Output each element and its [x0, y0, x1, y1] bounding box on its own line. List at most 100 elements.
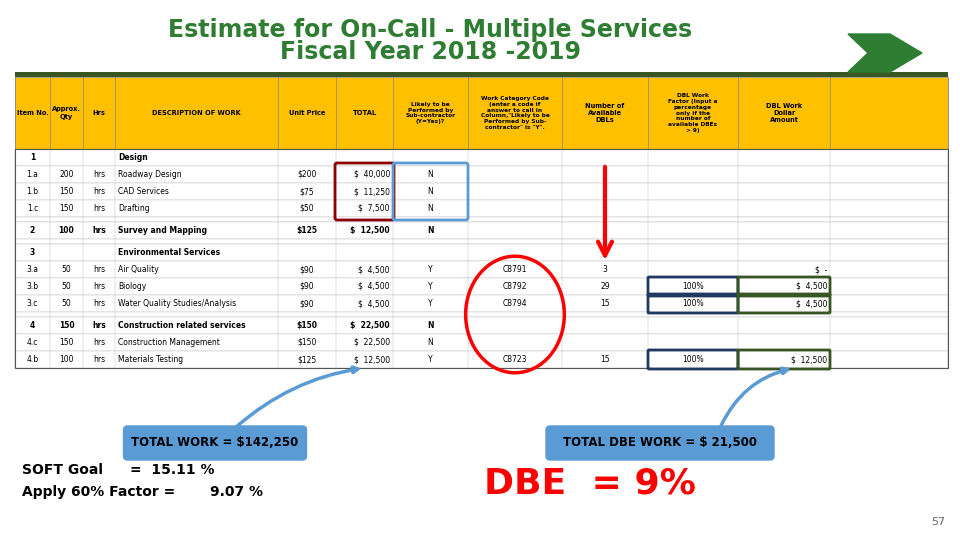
Text: $  4,500: $ 4,500 [796, 282, 827, 291]
Text: 15: 15 [600, 355, 610, 364]
Text: N: N [427, 187, 433, 196]
Text: N: N [427, 338, 433, 347]
Text: TOTAL DBE WORK = $ 21,500: TOTAL DBE WORK = $ 21,500 [563, 436, 757, 449]
Polygon shape [848, 34, 922, 72]
Text: N: N [427, 204, 433, 213]
Text: TOTAL: TOTAL [352, 110, 376, 116]
Text: $  7,500: $ 7,500 [358, 204, 390, 213]
Text: TOTAL WORK = $142,250: TOTAL WORK = $142,250 [132, 436, 299, 449]
Text: Likely to be
Performed by
Sub-contractor
(Y=Yes)?: Likely to be Performed by Sub-contractor… [405, 102, 456, 124]
Text: $50: $50 [300, 204, 314, 213]
Text: Air Quality: Air Quality [118, 265, 158, 274]
Bar [15, 149, 948, 166]
Text: Y: Y [428, 299, 433, 308]
Text: 3: 3 [603, 265, 608, 274]
Text: Apply 60% Factor =: Apply 60% Factor = [22, 485, 176, 499]
Bar [15, 222, 948, 239]
Text: $  40,000: $ 40,000 [353, 170, 390, 179]
Bar [15, 77, 948, 149]
Text: 1.c: 1.c [27, 204, 38, 213]
Text: $  12,500: $ 12,500 [350, 226, 390, 235]
Text: hrs: hrs [93, 338, 105, 347]
Text: Survey and Mapping: Survey and Mapping [118, 226, 207, 235]
Text: $  12,500: $ 12,500 [791, 355, 827, 364]
Text: 100%: 100% [683, 355, 704, 364]
Text: 50: 50 [61, 299, 71, 308]
Text: 200: 200 [60, 170, 74, 179]
Text: DBL Work
Factor (Input a
percentage
only if the
number of
available DBEs
> 9): DBL Work Factor (Input a percentage only… [668, 93, 718, 133]
Text: hrs: hrs [93, 282, 105, 291]
Text: Construction related services: Construction related services [118, 321, 246, 330]
Text: $  4,500: $ 4,500 [796, 299, 827, 308]
Text: 150: 150 [60, 204, 74, 213]
Text: N: N [427, 170, 433, 179]
Bar [15, 312, 948, 317]
Text: 3.b: 3.b [27, 282, 38, 291]
Text: DBL Work
Dollar
Amount: DBL Work Dollar Amount [766, 103, 802, 123]
Text: Number of
Available
DBLs: Number of Available DBLs [586, 103, 625, 123]
Text: 100: 100 [60, 355, 74, 364]
Text: Construction Management: Construction Management [118, 338, 220, 347]
Bar [15, 244, 948, 261]
Text: $  -: $ - [815, 265, 827, 274]
Text: Approx.
Qty: Approx. Qty [52, 106, 81, 119]
Text: Hrs: Hrs [92, 110, 106, 116]
Text: $  22,500: $ 22,500 [350, 321, 390, 330]
Text: 1.a: 1.a [27, 170, 38, 179]
Text: $150: $150 [297, 321, 318, 330]
Text: Fiscal Year 2018 -2019: Fiscal Year 2018 -2019 [279, 40, 581, 64]
Text: Work Category Code
(enter a code if
answer to call in
Column,"Likely to be
Perfo: Work Category Code (enter a code if answ… [481, 96, 549, 130]
Bar [15, 166, 948, 183]
Text: Materials Testing: Materials Testing [118, 355, 183, 364]
Bar [15, 278, 948, 295]
Text: Y: Y [428, 355, 433, 364]
Text: 4.b: 4.b [27, 355, 38, 364]
Text: DESCRIPTION OF WORK: DESCRIPTION OF WORK [152, 110, 241, 116]
FancyBboxPatch shape [124, 426, 306, 460]
Text: Y: Y [428, 265, 433, 274]
Text: Estimate for On-Call - Multiple Services: Estimate for On-Call - Multiple Services [168, 18, 692, 42]
Text: CAD Services: CAD Services [118, 187, 169, 196]
Text: N: N [427, 226, 434, 235]
Text: 3.a: 3.a [27, 265, 38, 274]
Text: C8723: C8723 [503, 355, 527, 364]
Text: 100%: 100% [683, 299, 704, 308]
Text: C8792: C8792 [503, 282, 527, 291]
Text: hrs: hrs [93, 204, 105, 213]
Text: hrs: hrs [92, 226, 106, 235]
Bar [15, 239, 948, 244]
Text: 50: 50 [61, 265, 71, 274]
Text: 3.c: 3.c [27, 299, 38, 308]
Bar [15, 183, 948, 200]
Bar [15, 200, 948, 217]
Bar [15, 217, 948, 222]
Text: 9.07 %: 9.07 % [210, 485, 263, 499]
Text: 4: 4 [30, 321, 36, 330]
Bar [15, 351, 948, 368]
Text: Roadway Design: Roadway Design [118, 170, 181, 179]
Text: Environmental Services: Environmental Services [118, 248, 220, 257]
Text: $150: $150 [298, 338, 317, 347]
FancyBboxPatch shape [546, 426, 774, 460]
Text: 150: 150 [60, 338, 74, 347]
Text: 4.c: 4.c [27, 338, 38, 347]
Text: hrs: hrs [93, 265, 105, 274]
Text: hrs: hrs [93, 170, 105, 179]
Text: $  4,500: $ 4,500 [358, 282, 390, 291]
Text: 3: 3 [30, 248, 36, 257]
Text: $90: $90 [300, 299, 314, 308]
Bar [15, 72, 948, 77]
Text: C8794: C8794 [503, 299, 527, 308]
Text: 150: 150 [59, 321, 74, 330]
Text: $90: $90 [300, 282, 314, 291]
Bar [15, 295, 948, 312]
Text: $  22,500: $ 22,500 [354, 338, 390, 347]
Text: Drafting: Drafting [118, 204, 150, 213]
Text: =  15.11 %: = 15.11 % [130, 463, 214, 477]
Text: 1: 1 [30, 153, 36, 162]
Text: $200: $200 [298, 170, 317, 179]
Text: 57: 57 [931, 517, 945, 527]
Text: 150: 150 [60, 187, 74, 196]
Text: Item No.: Item No. [16, 110, 48, 116]
Text: C8791: C8791 [503, 265, 527, 274]
